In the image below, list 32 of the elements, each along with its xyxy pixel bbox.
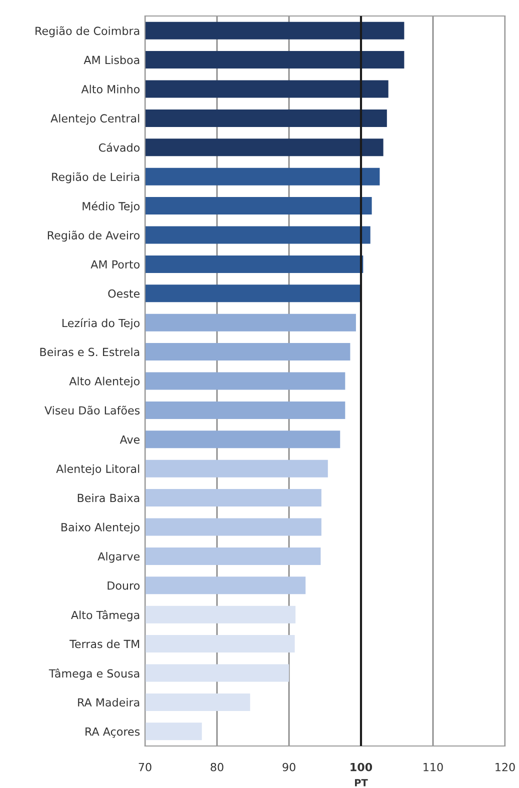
y-tick-label: Terras de TM [70, 640, 140, 648]
y-tick-label: Região de Leiria [52, 172, 140, 184]
y-tick-label: AM Lisboa [84, 56, 140, 64]
y-tick-label: Médio Tejo [82, 201, 140, 213]
x-axis-title: PT [355, 779, 368, 786]
x-tick-label: 120 [496, 762, 515, 772]
y-tick-label: RA Madeira [78, 698, 140, 707]
y-tick-label: Alentejo Central [50, 114, 140, 125]
y-tick-label: Tâmega e Sousa [48, 668, 140, 680]
y-tick-label: Douro [108, 582, 140, 590]
y-tick-label: RA Açores [86, 728, 140, 738]
x-tick-label: 70 [138, 762, 152, 772]
y-tick-label: Baixo Alentejo [62, 522, 140, 534]
y-tick-label: Viseu Dão Lafões [44, 406, 140, 415]
y-tick-label: Alentejo Litoral [56, 464, 140, 476]
y-tick-label: Beiras e S. Estrela [40, 348, 140, 356]
y-tick-label: Alto Alentejo [69, 376, 140, 388]
x-tick-label: 80 [210, 762, 224, 772]
y-tick-label: Alto Minho [81, 84, 140, 94]
y-tick-label: Cávado [98, 142, 140, 152]
y-tick-label: AM Porto [90, 260, 140, 269]
x-tick-label: 110 [424, 762, 443, 772]
y-tick-label: Alto Tâmega [71, 610, 140, 622]
y-tick-label: Região de Aveiro [48, 230, 140, 242]
y-tick-label: Oeste [108, 289, 140, 298]
x-tick-label: 90 [282, 762, 296, 772]
y-tick-label: Ave [120, 436, 140, 444]
x-tick-label: 100 [350, 762, 372, 772]
y-tick-label: Beira Baixa [78, 494, 140, 502]
y-tick-label: Região de Coimbra [36, 26, 140, 38]
y-tick-label: Algarve [98, 552, 140, 563]
y-tick-label: Lezíria do Tejo [62, 318, 140, 330]
